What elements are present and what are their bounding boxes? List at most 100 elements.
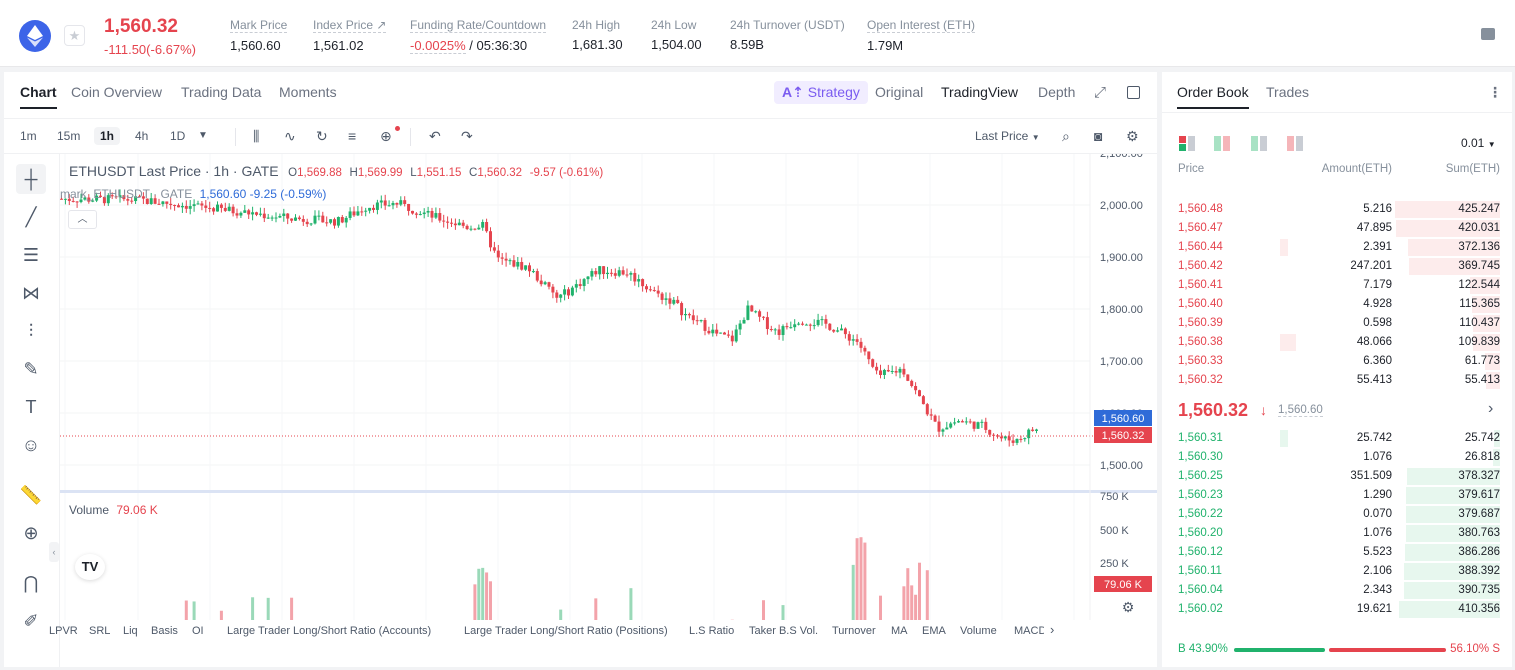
- redo-icon[interactable]: ↷: [461, 128, 473, 144]
- star-icon[interactable]: ★: [64, 25, 85, 46]
- indicator-liq[interactable]: Liq: [123, 625, 138, 637]
- precision-select[interactable]: 0.01 ▼: [1461, 136, 1496, 150]
- stat-24h-turnover: 24h Turnover (USDT) 8.59B: [730, 18, 845, 52]
- indicators-icon[interactable]: ∿: [284, 128, 296, 144]
- caret-down-icon[interactable]: ▼: [198, 130, 208, 141]
- layout-both-icon[interactable]: [1179, 136, 1195, 151]
- timeframe-15m[interactable]: 15m: [57, 129, 81, 143]
- ask-row[interactable]: 1,560.41 7.179 122.544: [1162, 276, 1512, 295]
- bid-row[interactable]: 1,560.12 5.523 386.286: [1162, 543, 1512, 562]
- bid-row[interactable]: 1,560.31 25.742 25.742: [1162, 429, 1512, 448]
- bid-row[interactable]: 1,560.11 2.106 388.392: [1162, 562, 1512, 581]
- zoom-in-icon[interactable]: ⊕: [23, 522, 39, 543]
- fib-icon[interactable]: ⫶: [28, 320, 34, 341]
- view-original[interactable]: Original: [875, 84, 924, 100]
- price-chart[interactable]: 2,100.00 2,000.00 1,900.00 1,800.00 1,700.00…: [60, 154, 1157, 620]
- indicator-turnover[interactable]: Turnover: [832, 625, 876, 637]
- bid-row[interactable]: 1,560.30 1.076 26.818: [1162, 448, 1512, 467]
- ask-row[interactable]: 1,560.42 247.201 369.745: [1162, 257, 1512, 276]
- indicator-volume[interactable]: Volume: [960, 625, 997, 637]
- ask-row[interactable]: 1,560.38 48.066 109.839: [1162, 333, 1512, 352]
- chevron-right-icon[interactable]: ›: [1488, 400, 1494, 417]
- indicator-taker-vol[interactable]: Taker B.S Vol.: [749, 625, 819, 637]
- candle-body: [613, 273, 617, 276]
- gear-icon[interactable]: ⚙: [1126, 128, 1139, 144]
- bid-row[interactable]: 1,560.04 2.343 390.735: [1162, 581, 1512, 600]
- candle-body: [130, 200, 134, 202]
- stat-index-price[interactable]: Index Price ↗ 1,561.02: [313, 18, 387, 53]
- candles-icon[interactable]: ⫼: [253, 128, 260, 144]
- strategy-button[interactable]: A⇡ Strategy: [774, 81, 868, 104]
- camera-icon[interactable]: ◙: [1094, 128, 1103, 144]
- tab-coin-overview[interactable]: Coin Overview: [71, 84, 163, 100]
- indicator-macd[interactable]: MACD: [1014, 625, 1044, 637]
- timeframe-1h[interactable]: 1h: [94, 127, 121, 145]
- tab-moments[interactable]: Moments: [279, 84, 337, 100]
- indicator-ema[interactable]: EMA: [922, 625, 946, 637]
- undo-icon[interactable]: ↶: [429, 128, 441, 144]
- indicator-large-trader-accounts[interactable]: Large Trader Long/Short Ratio (Accounts): [227, 625, 432, 637]
- indicator-ls-ratio[interactable]: L.S Ratio: [689, 625, 735, 637]
- bid-row[interactable]: 1,560.02 19.621 410.356: [1162, 600, 1512, 619]
- tab-trading-data[interactable]: Trading Data: [181, 84, 262, 100]
- indicator-basis[interactable]: Basis: [151, 625, 178, 637]
- candle-body: [742, 319, 746, 324]
- indicator-lpvr[interactable]: LPVR: [49, 625, 78, 637]
- ask-row[interactable]: 1,560.39 0.598 110.437: [1162, 314, 1512, 333]
- add-indicator-icon[interactable]: ⊕: [380, 128, 392, 144]
- ask-row[interactable]: 1,560.44 2.391 372.136: [1162, 238, 1512, 257]
- text-icon[interactable]: T: [25, 396, 37, 417]
- book-icon[interactable]: [1481, 28, 1495, 40]
- pattern-icon[interactable]: ⋈: [22, 282, 40, 303]
- search-icon[interactable]: ⌕: [1062, 128, 1070, 144]
- tab-trades[interactable]: Trades: [1266, 84, 1310, 100]
- price-type-label: Last Price: [975, 129, 1029, 143]
- tab-order-book[interactable]: Order Book: [1177, 84, 1249, 109]
- more-icon[interactable]: ⋮: [1488, 84, 1502, 100]
- timeframe-1m[interactable]: 1m: [20, 129, 37, 143]
- ask-row[interactable]: 1,560.33 6.360 61.773: [1162, 352, 1512, 371]
- magnet-icon[interactable]: ⋂: [23, 572, 39, 593]
- ask-row[interactable]: 1,560.48 5.216 425.247: [1162, 200, 1512, 219]
- ask-row[interactable]: 1,560.40 4.928 115.365: [1162, 295, 1512, 314]
- collapse-toolbar-button[interactable]: ‹: [49, 542, 59, 562]
- expand-icon[interactable]: ⤢: [1094, 84, 1107, 101]
- trend-line-icon[interactable]: ╱: [25, 206, 37, 227]
- order-amount: 2.391: [1363, 241, 1392, 253]
- ruler-icon[interactable]: 📏: [19, 484, 43, 505]
- indicator-srl[interactable]: SRL: [89, 625, 111, 637]
- collapse-legend-button[interactable]: ︿: [68, 210, 97, 229]
- timeframe-1d[interactable]: 1D: [170, 129, 186, 143]
- ask-row[interactable]: 1,560.47 47.895 420.031: [1162, 219, 1512, 238]
- bid-row[interactable]: 1,560.20 1.076 380.763: [1162, 524, 1512, 543]
- divider: [410, 128, 411, 146]
- settings-list-icon[interactable]: ≡: [348, 128, 357, 144]
- bid-row[interactable]: 1,560.22 0.070 379.687: [1162, 505, 1512, 524]
- brush-icon[interactable]: ✎: [23, 358, 39, 379]
- layout-asks-icon[interactable]: [1287, 136, 1303, 151]
- timeframe-4h[interactable]: 4h: [135, 129, 149, 143]
- view-tradingview[interactable]: TradingView: [941, 84, 1019, 100]
- window-icon[interactable]: [1127, 86, 1140, 99]
- emoji-icon[interactable]: ☺: [21, 434, 41, 455]
- tab-chart[interactable]: Chart: [20, 84, 57, 109]
- layout-bids-icon[interactable]: [1251, 136, 1267, 151]
- tradingview-logo-icon[interactable]: TV: [75, 554, 105, 580]
- bid-row[interactable]: 1,560.23 1.290 379.617: [1162, 486, 1512, 505]
- order-price: 1,560.20: [1178, 527, 1223, 539]
- crosshair-icon[interactable]: ┼: [16, 164, 46, 194]
- pencil-icon[interactable]: ✐: [23, 610, 39, 631]
- refresh-icon[interactable]: ↻: [316, 128, 328, 144]
- pane-separator[interactable]: [60, 490, 1157, 493]
- layout-alt-icon[interactable]: [1214, 136, 1230, 151]
- indicator-ma[interactable]: MA: [891, 625, 908, 637]
- view-depth[interactable]: Depth: [1038, 84, 1076, 100]
- indicator-large-trader-positions[interactable]: Large Trader Long/Short Ratio (Positions…: [464, 625, 668, 637]
- settings-gear-icon[interactable]: ⚙: [1122, 599, 1135, 615]
- chevron-right-icon[interactable]: ›: [1050, 622, 1055, 637]
- horizontal-lines-icon[interactable]: ☰: [22, 244, 40, 265]
- price-type-select[interactable]: Last Price ▼: [969, 127, 1046, 145]
- ask-row[interactable]: 1,560.32 55.413 55.413: [1162, 371, 1512, 390]
- indicator-oi[interactable]: OI: [192, 625, 204, 637]
- bid-row[interactable]: 1,560.25 351.509 378.327: [1162, 467, 1512, 486]
